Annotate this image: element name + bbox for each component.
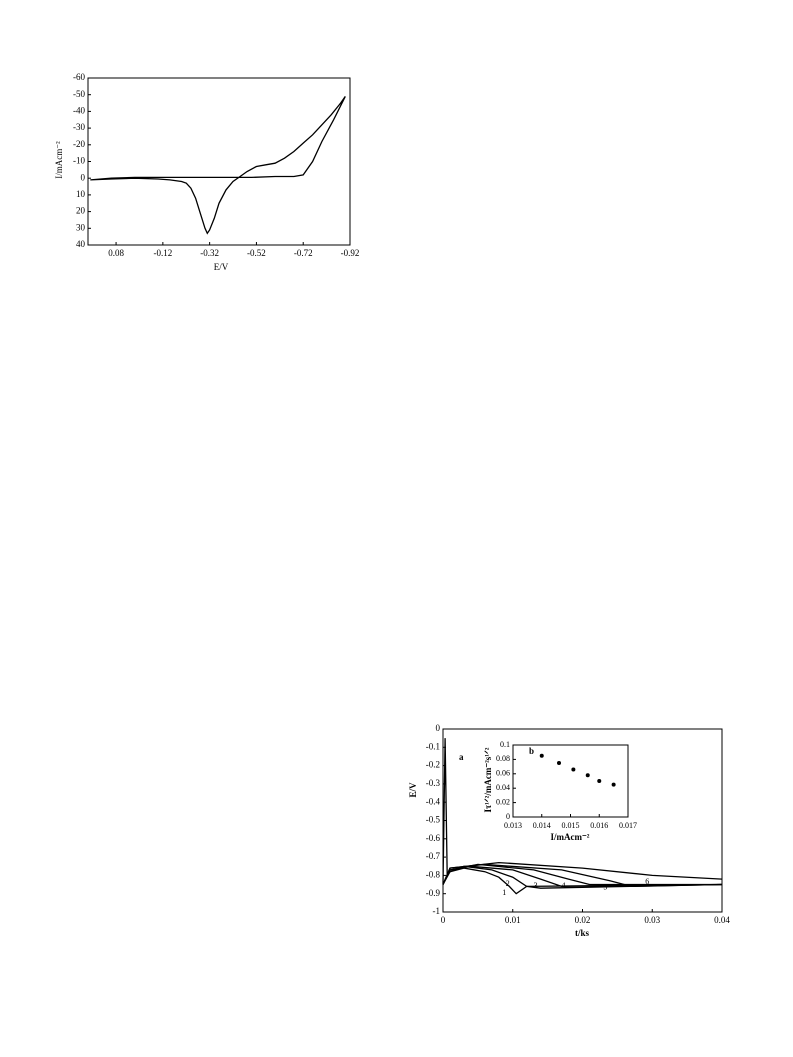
x-tick-label: -0.32 [200, 248, 219, 258]
y-tick-label: -60 [73, 72, 85, 82]
y-axis-title: E/V [408, 782, 418, 798]
y-tick-label: -0.1 [426, 741, 440, 751]
y-tick-label: -0.4 [426, 796, 441, 806]
y-tick-label: 30 [76, 222, 86, 232]
curve-label: 2 [506, 879, 510, 888]
x-tick-label: 0.08 [108, 248, 124, 258]
data-line [442, 861, 723, 885]
y-tick-label: -0.6 [426, 833, 441, 843]
x-tick-label: -0.72 [294, 248, 313, 258]
y-tick-label: 20 [76, 206, 86, 216]
y-tick-label: -0.9 [426, 888, 441, 898]
y-tick-label: 40 [76, 239, 86, 249]
x-tick-label: -0.52 [247, 248, 266, 258]
data-point [611, 782, 616, 787]
x-tick-label: 0.02 [575, 915, 591, 925]
y-axis-title: Iτ¹ᐟ²/mAcm⁻²s¹ᐟ² [483, 747, 493, 812]
data-line [442, 865, 723, 889]
y-tick-label: 0.02 [496, 797, 510, 806]
y-tick-label: -1 [433, 906, 441, 916]
y-tick-label: -0.5 [426, 815, 441, 825]
x-tick-label: -0.12 [153, 248, 172, 258]
y-tick-label: -0.2 [426, 760, 440, 770]
y-tick-label: 0.06 [496, 769, 510, 778]
y-tick-label: -30 [73, 122, 85, 132]
x-tick-label: 0.03 [644, 915, 660, 925]
curve-label: 6 [645, 877, 649, 886]
y-tick-label: -50 [73, 89, 85, 99]
y-axis-title: I/mAcm⁻² [54, 141, 64, 179]
x-axis-title: E/V [214, 262, 229, 272]
y-tick-label: 0 [436, 723, 441, 733]
data-point [539, 753, 544, 758]
annotation: a [459, 752, 464, 762]
x-tick-label: 0.01 [505, 915, 521, 925]
y-tick-label: 0.1 [500, 740, 510, 749]
y-tick-label: 0 [81, 172, 86, 182]
y-tick-label: -0.8 [426, 869, 441, 879]
data-line [442, 863, 722, 886]
x-axis-title: I/mAcm⁻² [551, 832, 590, 842]
data-line [90, 96, 346, 235]
x-tick-label: 0.016 [590, 821, 608, 830]
y-tick-label: -20 [73, 139, 85, 149]
data-line [442, 738, 723, 895]
data-point [585, 773, 590, 778]
curve-label: 5 [603, 883, 607, 892]
curve-label: 4 [562, 881, 566, 890]
data-point [571, 767, 576, 772]
y-tick-label: 0.04 [496, 783, 510, 792]
x-axis-title: t/ks [575, 928, 590, 938]
annotation: b [529, 746, 534, 756]
plot-frame [87, 77, 351, 246]
x-tick-label: 0.04 [714, 915, 730, 925]
x-tick-label: 0.014 [533, 821, 551, 830]
x-tick-label: 0.013 [504, 821, 522, 830]
y-tick-label: 0 [506, 812, 510, 821]
y-tick-label: -0.7 [426, 851, 441, 861]
x-tick-label: 0 [441, 915, 446, 925]
data-point [557, 761, 561, 765]
x-tick-label: 0.017 [619, 821, 637, 830]
x-tick-label: -0.92 [341, 248, 360, 258]
x-tick-label: 0.015 [562, 821, 580, 830]
y-tick-label: 10 [76, 189, 86, 199]
y-tick-label: 0.08 [496, 754, 510, 763]
y-tick-label: -0.3 [426, 778, 441, 788]
curve-label: 1 [502, 888, 506, 897]
y-tick-label: -40 [73, 105, 85, 115]
y-tick-label: -10 [73, 156, 85, 166]
curve-label: 3 [534, 881, 538, 890]
data-point [597, 779, 602, 783]
